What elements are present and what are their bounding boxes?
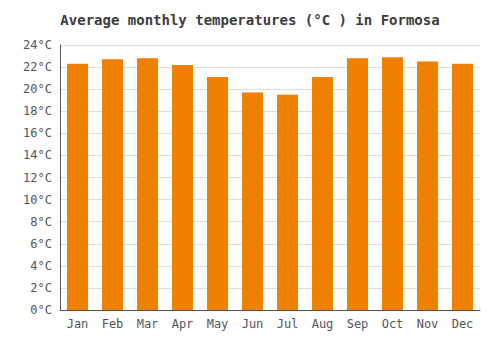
svg-text:Jan: Jan <box>67 317 89 331</box>
svg-text:Aug: Aug <box>312 317 334 331</box>
svg-text:6°C: 6°C <box>30 237 52 251</box>
svg-text:Oct: Oct <box>382 317 404 331</box>
svg-text:Apr: Apr <box>172 317 194 331</box>
svg-text:Feb: Feb <box>102 317 124 331</box>
svg-text:14°C: 14°C <box>23 148 52 162</box>
svg-text:24°C: 24°C <box>23 38 52 52</box>
svg-text:8°C: 8°C <box>30 215 52 229</box>
svg-text:18°C: 18°C <box>23 104 52 118</box>
svg-text:Dec: Dec <box>452 317 474 331</box>
svg-text:4°C: 4°C <box>30 259 52 273</box>
svg-text:Sep: Sep <box>347 317 369 331</box>
svg-text:Nov: Nov <box>417 317 439 331</box>
svg-text:0°C: 0°C <box>30 303 52 317</box>
svg-text:10°C: 10°C <box>23 193 52 207</box>
svg-text:20°C: 20°C <box>23 82 52 96</box>
svg-text:22°C: 22°C <box>23 60 52 74</box>
svg-text:2°C: 2°C <box>30 281 52 295</box>
svg-text:12°C: 12°C <box>23 171 52 185</box>
svg-text:16°C: 16°C <box>23 126 52 140</box>
svg-text:May: May <box>207 317 229 331</box>
svg-text:Jul: Jul <box>277 317 299 331</box>
svg-text:Jun: Jun <box>242 317 264 331</box>
svg-text:Average monthly temperatures (: Average monthly temperatures (°C ) in Fo… <box>60 12 439 28</box>
svg-text:Mar: Mar <box>137 317 159 331</box>
